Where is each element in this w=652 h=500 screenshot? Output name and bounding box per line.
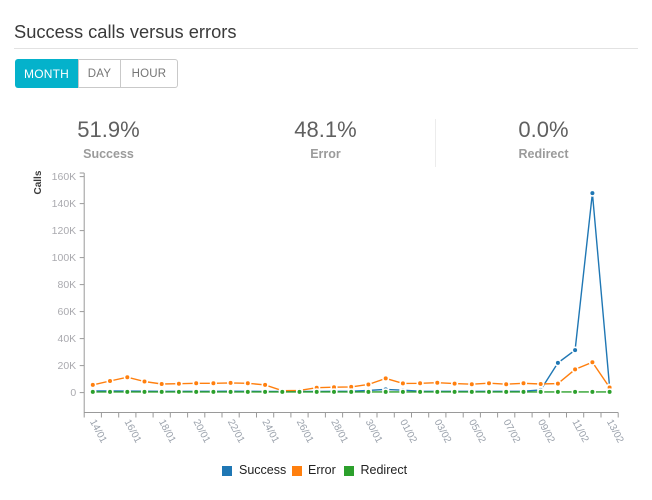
- svg-text:60K: 60K: [58, 306, 77, 318]
- svg-text:24/01: 24/01: [259, 418, 281, 446]
- svg-text:13/02: 13/02: [604, 418, 626, 446]
- svg-text:40K: 40K: [58, 333, 77, 345]
- svg-text:140K: 140K: [52, 198, 77, 210]
- svg-text:07/02: 07/02: [501, 418, 523, 446]
- svg-text:160K: 160K: [52, 171, 77, 183]
- svg-text:100K: 100K: [52, 252, 77, 264]
- svg-text:30/01: 30/01: [363, 418, 385, 446]
- svg-text:03/02: 03/02: [432, 418, 454, 446]
- svg-text:26/01: 26/01: [294, 418, 316, 446]
- svg-text:14/01: 14/01: [87, 418, 109, 446]
- svg-text:16/01: 16/01: [122, 418, 144, 446]
- svg-text:05/02: 05/02: [466, 418, 488, 446]
- svg-text:120K: 120K: [52, 225, 77, 237]
- svg-text:0: 0: [70, 387, 76, 399]
- svg-text:Calls: Calls: [33, 170, 44, 194]
- svg-text:20/01: 20/01: [191, 418, 213, 446]
- svg-text:28/01: 28/01: [328, 418, 350, 446]
- svg-text:11/02: 11/02: [569, 418, 590, 445]
- svg-text:80K: 80K: [58, 279, 77, 291]
- svg-text:20K: 20K: [58, 360, 77, 372]
- svg-text:18/01: 18/01: [156, 418, 178, 446]
- svg-text:01/02: 01/02: [397, 418, 419, 446]
- svg-text:09/02: 09/02: [535, 418, 557, 446]
- svg-text:22/01: 22/01: [225, 418, 247, 446]
